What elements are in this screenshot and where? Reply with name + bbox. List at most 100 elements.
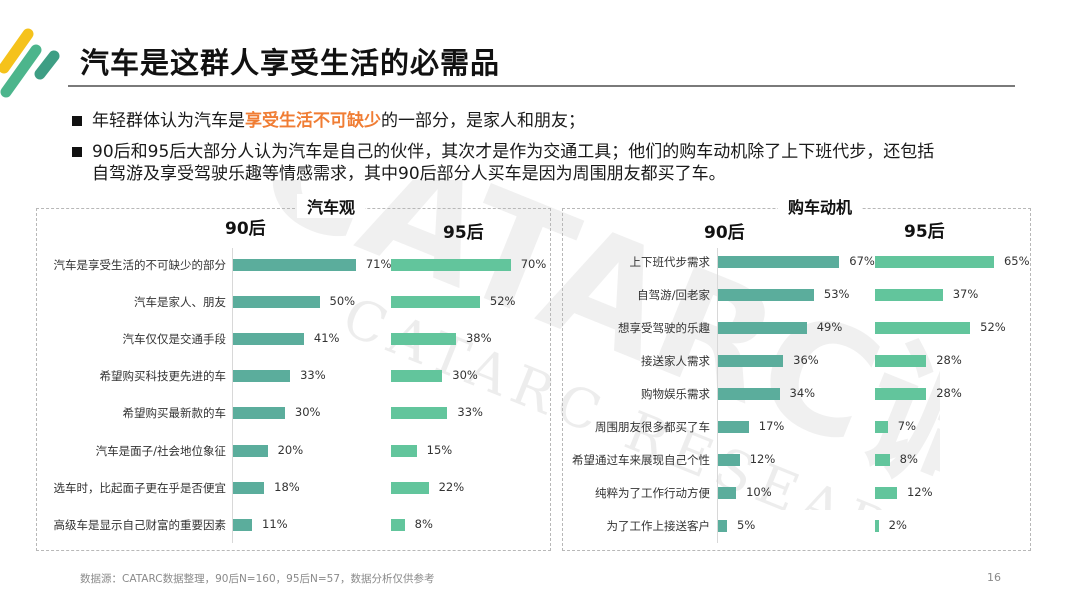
value-label-90: 71% xyxy=(365,257,392,271)
category-label: 想享受驾驶的乐趣 xyxy=(618,321,710,335)
bar-90 xyxy=(718,421,749,433)
category-label: 汽车是享受生活的不可缺少的部分 xyxy=(53,258,227,272)
bar-95 xyxy=(875,256,994,268)
value-label-95: 12% xyxy=(906,485,933,499)
value-label-95: 30% xyxy=(452,368,478,383)
category-label: 汽车仅仅是交通手段 xyxy=(122,332,227,347)
category-label: 汽车是面子/社会地位象征 xyxy=(95,443,226,458)
value-label-95: 52% xyxy=(980,320,1006,334)
value-label-95: 28% xyxy=(936,353,962,367)
bullet-square-icon xyxy=(72,116,82,126)
col-head-90-right: 90后 xyxy=(704,223,745,243)
chart-title-purchase-motivation: 购车动机 xyxy=(778,194,863,218)
bar-95 xyxy=(875,289,943,301)
page-title: 汽车是这群人享受生活的必需品 xyxy=(80,46,501,80)
bar-90 xyxy=(233,259,356,271)
value-label-90: 10% xyxy=(746,485,772,499)
value-label-90: 5% xyxy=(737,518,756,532)
value-label-95: 52% xyxy=(489,294,516,309)
axis-line-right xyxy=(717,248,718,543)
bar-95 xyxy=(391,481,429,494)
bar-90 xyxy=(233,481,265,494)
bullet-1: 年轻群体认为汽车是享受生活不可缺少的一部分，是家人和朋友； xyxy=(70,110,1030,132)
bar-95 xyxy=(391,333,456,346)
bar-95 xyxy=(391,444,417,457)
value-label-95: 65% xyxy=(1003,254,1030,268)
value-label-95: 22% xyxy=(438,479,465,494)
value-label-90: 49% xyxy=(816,320,843,334)
value-label-95: 70% xyxy=(520,257,547,271)
bar-95 xyxy=(391,259,511,271)
category-label: 希望通过车来展现自己个性 xyxy=(572,453,710,467)
bar-95 xyxy=(875,487,897,499)
value-label-95: 8% xyxy=(899,452,918,466)
bullet-2: 90后和95后大部分人认为汽车是自己的伙伴，其次才是作为交通工具；他们的购车动机… xyxy=(70,141,1030,185)
bar-95 xyxy=(875,355,927,367)
bar-90 xyxy=(718,487,737,499)
brand-logo-icon xyxy=(0,28,60,98)
col-head-90-left: 90后 xyxy=(225,219,266,239)
category-label: 上下班代步需求 xyxy=(629,255,711,269)
highlight-text: 享受生活不可缺少 xyxy=(245,111,381,131)
value-label-90: 20% xyxy=(277,442,304,457)
value-label-90: 30% xyxy=(294,405,321,420)
category-label: 选车时，比起面子更在乎是否便宜 xyxy=(53,480,227,495)
category-label: 希望购买最新款的车 xyxy=(122,406,227,421)
bar-95 xyxy=(875,454,890,466)
value-label-90: 12% xyxy=(749,452,776,466)
col-head-95-right: 95后 xyxy=(904,222,945,242)
value-label-90: 50% xyxy=(329,294,356,309)
value-label-95: 2% xyxy=(888,518,907,532)
bar-95 xyxy=(391,296,480,309)
bar-95 xyxy=(875,388,927,400)
category-label: 汽车是家人、朋友 xyxy=(134,295,226,310)
value-label-90: 17% xyxy=(758,419,785,433)
summary-bullets: 年轻群体认为汽车是享受生活不可缺少的一部分，是家人和朋友； 90后和95后大部分… xyxy=(70,110,1030,194)
category-label: 购物娱乐需求 xyxy=(641,387,710,401)
title-divider xyxy=(68,85,1015,87)
data-source-note: 数据源：CATARC数据整理，90后N=160，95后N=57，数据分析仅供参考 xyxy=(80,573,435,585)
value-label-90: 41% xyxy=(313,331,340,346)
bar-95 xyxy=(875,421,888,433)
category-label: 为了工作上接送客户 xyxy=(606,519,711,533)
chart-panel-car-attitude xyxy=(36,208,551,551)
bar-95 xyxy=(875,520,879,532)
value-label-95: 37% xyxy=(952,287,979,301)
bar-90 xyxy=(718,355,784,367)
value-label-90: 53% xyxy=(823,287,850,301)
bar-90 xyxy=(233,407,285,420)
bar-90 xyxy=(233,296,320,309)
value-label-90: 18% xyxy=(274,479,300,494)
chart-title-car-attitude: 汽车观 xyxy=(297,194,366,218)
value-label-95: 33% xyxy=(457,405,483,420)
bar-90 xyxy=(233,444,268,457)
category-label: 高级车是显示自己财富的重要因素 xyxy=(53,517,227,532)
value-label-95: 38% xyxy=(465,331,492,346)
bar-90 xyxy=(233,370,291,383)
col-head-95-left: 95后 xyxy=(443,223,484,243)
bar-95 xyxy=(875,322,971,334)
category-label: 接送家人需求 xyxy=(641,354,710,368)
page-number: 16 xyxy=(987,571,1001,584)
value-label-90: 36% xyxy=(793,353,819,367)
bar-95 xyxy=(391,370,443,383)
value-label-95: 28% xyxy=(936,386,962,400)
bar-95 xyxy=(391,407,448,420)
category-label: 希望购买科技更先进的车 xyxy=(99,369,227,384)
bar-90 xyxy=(718,520,728,532)
value-label-90: 34% xyxy=(789,386,816,400)
category-label: 自驾游/回老家 xyxy=(637,288,710,302)
value-label-90: 67% xyxy=(849,254,875,268)
category-label: 周围朋友很多都买了车 xyxy=(595,420,710,434)
category-label: 纯粹为了工作行动方便 xyxy=(595,486,710,500)
bar-90 xyxy=(718,454,740,466)
value-label-95: 15% xyxy=(426,442,453,457)
bar-90 xyxy=(718,388,780,400)
bar-90 xyxy=(718,322,807,334)
value-label-95: 8% xyxy=(414,516,433,531)
axis-line-left xyxy=(232,248,233,543)
bar-90 xyxy=(718,289,814,301)
bar-90 xyxy=(233,333,304,346)
value-label-90: 11% xyxy=(262,516,288,531)
bar-90 xyxy=(718,256,840,268)
